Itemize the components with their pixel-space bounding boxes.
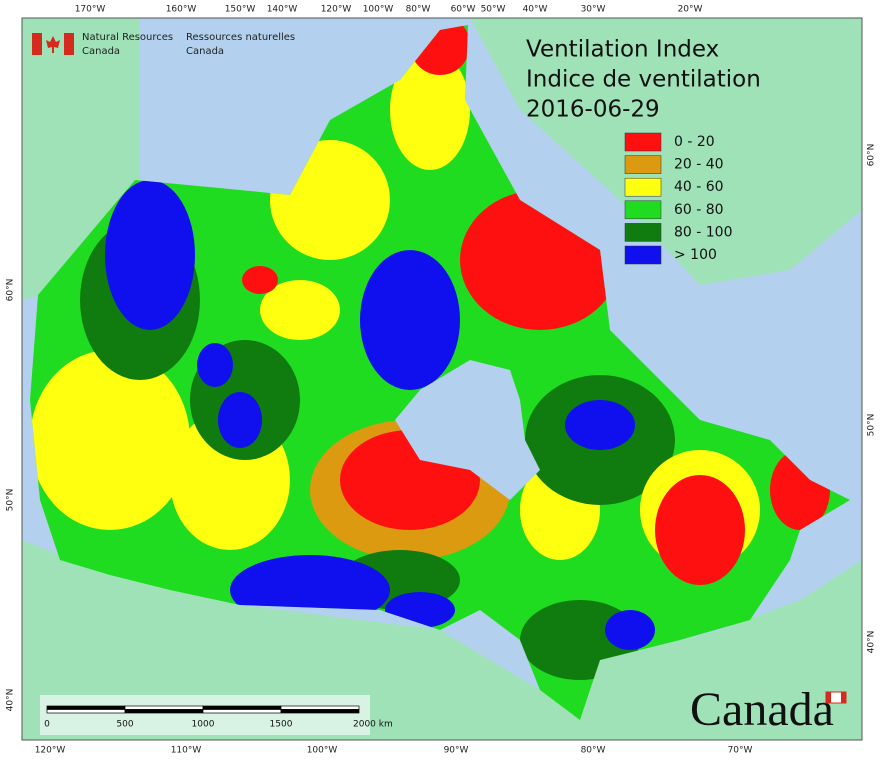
- legend: 0 - 20 20 - 40 40 - 60 60 - 80 80 - 100 > 100: [624, 132, 733, 265]
- lon-label: 70°W: [728, 746, 753, 756]
- lat-label: 40°N: [6, 689, 16, 712]
- lon-label: 80°W: [581, 746, 606, 756]
- index-zone: [565, 400, 635, 450]
- scale-label: 1000: [192, 720, 215, 730]
- lat-label: 60°N: [6, 279, 16, 302]
- index-zone: [197, 343, 233, 387]
- title: Indice de ventilation: [526, 67, 761, 93]
- legend-swatch: [624, 245, 662, 265]
- scale-segment: [202, 709, 282, 714]
- map-frame: [21, 17, 863, 741]
- lon-label: 80°W: [406, 5, 431, 15]
- lat-label: 40°N: [867, 631, 877, 654]
- wordmark-flag: [841, 692, 846, 703]
- scale-label: 2000 km: [353, 720, 393, 730]
- legend-label: 40 - 60: [674, 179, 724, 195]
- index-zone: [260, 280, 340, 340]
- index-zone: [30, 350, 190, 530]
- scale-label: 500: [116, 720, 133, 730]
- lon-label: 30°W: [581, 5, 606, 15]
- scale-segment: [124, 709, 204, 714]
- lon-label: 60°W: [451, 5, 476, 15]
- index-zone: [242, 266, 278, 294]
- lon-label: 110°W: [171, 746, 202, 756]
- legend-swatch: [624, 177, 662, 197]
- hudson-bay: [395, 360, 540, 500]
- nrcan-logo: Natural Resources Canada Ressources natu…: [32, 32, 295, 57]
- scale-segment: [124, 705, 204, 710]
- scale-label: 0: [44, 720, 50, 730]
- usa: [22, 540, 862, 740]
- flag-bar: [64, 33, 74, 55]
- frame-border: [21, 17, 863, 741]
- scale-segment: [46, 709, 126, 714]
- scale-bg: [40, 695, 370, 735]
- wordmark: Canada: [690, 683, 834, 736]
- scale-segment: [202, 705, 282, 710]
- lon-label: 100°W: [363, 5, 394, 15]
- greenland: [470, 18, 862, 285]
- legend-swatch: [624, 223, 662, 242]
- index-zone: [105, 180, 195, 330]
- wordmark-flag: [826, 692, 831, 703]
- lat-label: 50°N: [867, 414, 877, 437]
- agency-text: Canada: [82, 46, 120, 57]
- alaska: [22, 18, 140, 300]
- index-zone: [218, 392, 262, 448]
- lat-label: 50°N: [6, 489, 16, 512]
- scale-segment: [280, 705, 360, 710]
- lon-label: 160°W: [166, 5, 197, 15]
- legend-swatch: [624, 132, 662, 152]
- title: Ventilation Index: [526, 37, 719, 63]
- index-zone: [655, 475, 745, 585]
- legend-swatch: [624, 155, 662, 174]
- agency-text: Ressources naturelles: [186, 32, 295, 43]
- legend-label: 80 - 100: [674, 224, 733, 240]
- lat-label: 60°N: [867, 144, 877, 167]
- scale-segment: [280, 709, 360, 714]
- lon-label: 170°W: [75, 5, 106, 15]
- lon-label: 150°W: [225, 5, 256, 15]
- index-zone: [360, 250, 460, 390]
- scale-label: 1500: [270, 720, 293, 730]
- legend-label: > 100: [674, 247, 717, 263]
- canada-wordmark: Canada: [690, 683, 847, 736]
- lon-label: 100°W: [307, 746, 338, 756]
- legend-swatch: [624, 200, 662, 220]
- lon-label: 90°W: [444, 746, 469, 756]
- legend-label: 20 - 40: [674, 157, 724, 173]
- flag-bar: [32, 33, 42, 55]
- title: 2016-06-29: [526, 97, 660, 123]
- lon-label: 50°W: [481, 5, 506, 15]
- index-zone: [605, 610, 655, 650]
- agency-text: Natural Resources: [82, 32, 173, 43]
- lon-label: 20°W: [678, 5, 703, 15]
- index-zone: [390, 50, 470, 170]
- legend-label: 0 - 20: [674, 134, 715, 150]
- lon-label: 140°W: [267, 5, 298, 15]
- graticule-labels: 170°W 160°W 150°W 140°W 120°W 100°W 80°W 60°W 50…: [6, 5, 877, 756]
- lon-label: 120°W: [35, 746, 66, 756]
- legend-label: 60 - 80: [674, 202, 724, 218]
- scale-segment: [46, 705, 126, 710]
- agency-text: Canada: [186, 46, 224, 57]
- lon-label: 120°W: [321, 5, 352, 15]
- scale-bar: 0 500 1000 1500 2000 km: [40, 695, 393, 735]
- maple-leaf: [46, 36, 60, 53]
- lon-label: 40°W: [523, 5, 548, 15]
